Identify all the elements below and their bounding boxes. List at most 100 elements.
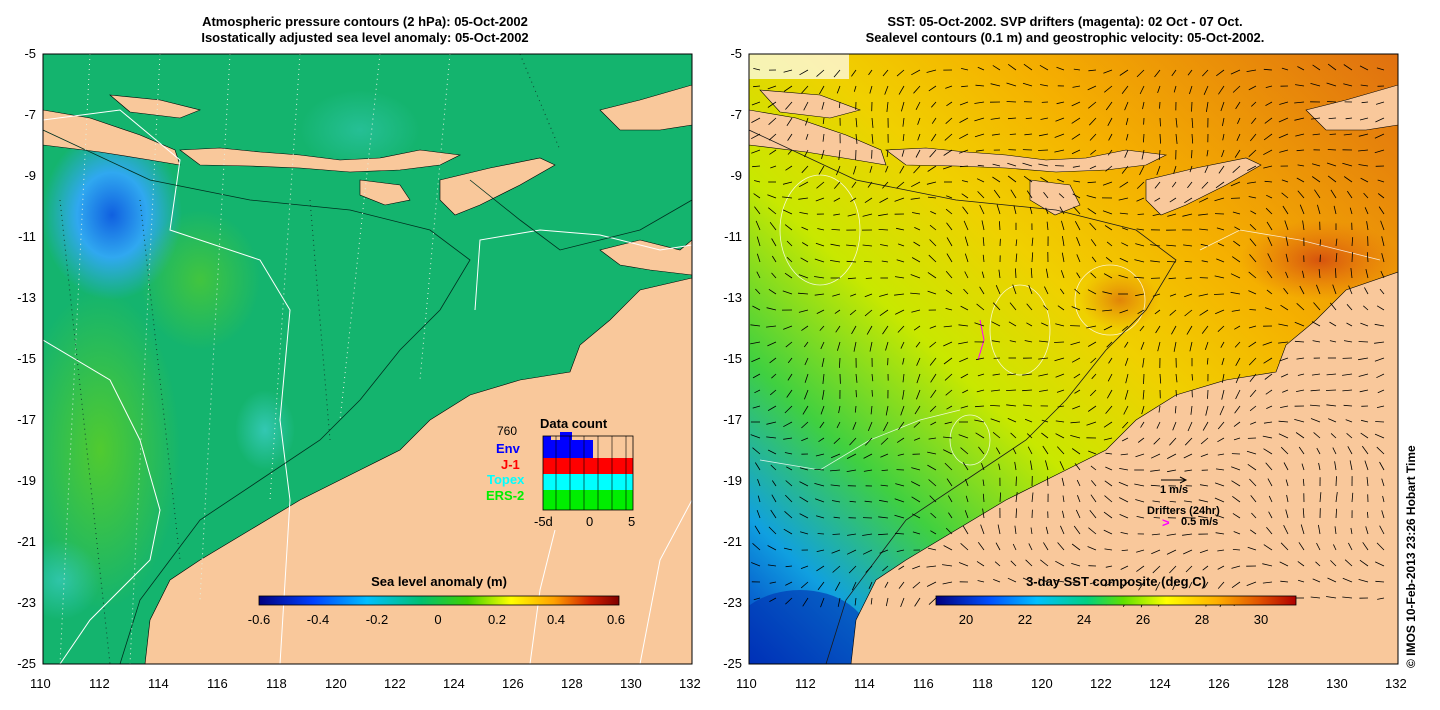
velocity-vector — [1159, 117, 1161, 127]
velocity-vector — [1054, 357, 1065, 362]
velocity-vector — [832, 293, 841, 297]
velocity-vector — [1015, 508, 1017, 519]
velocity-vector — [1152, 213, 1161, 216]
velocity-vector — [1055, 560, 1065, 567]
velocity-vector — [1138, 581, 1145, 591]
velocity-vector — [1365, 526, 1369, 535]
velocity-vector — [786, 466, 793, 471]
velocity-vector — [1278, 133, 1289, 139]
drifters-legend-label: Drifters (24hr) — [1147, 505, 1220, 517]
velocity-vector — [1216, 69, 1225, 77]
velocity-vector — [1278, 433, 1289, 439]
velocity-vector — [1038, 163, 1049, 167]
velocity-vector — [945, 527, 953, 535]
velocity-vector — [1249, 238, 1257, 247]
velocity-vector — [977, 164, 985, 167]
velocity-vector — [981, 462, 985, 471]
velocity-vector — [753, 193, 761, 199]
velocity-vector — [943, 449, 953, 455]
velocity-vector — [814, 483, 825, 487]
velocity-vector — [1166, 533, 1177, 536]
velocity-vector — [1120, 565, 1129, 570]
velocity-vector — [1024, 418, 1033, 423]
y-tick-right-10: -25 — [723, 656, 742, 671]
velocity-vector — [1119, 514, 1129, 519]
velocity-vector — [831, 549, 841, 554]
velocity-vector — [1135, 293, 1145, 297]
velocity-vector — [1359, 65, 1369, 71]
velocity-vector — [977, 191, 985, 199]
velocity-vector — [1366, 221, 1369, 231]
velocity-vector — [928, 85, 937, 92]
velocity-vector — [851, 69, 857, 77]
x-tick-right-10: 130 — [1326, 676, 1348, 691]
velocity-vector — [993, 579, 1001, 583]
x-tick-left-6: 122 — [384, 676, 406, 691]
x-tick-right-5: 120 — [1031, 676, 1053, 691]
velocity-vector — [1280, 405, 1289, 408]
velocity-vector — [929, 325, 937, 329]
velocity-vector — [770, 165, 777, 169]
velocity-vector — [770, 464, 777, 471]
velocity-vector — [864, 293, 873, 298]
velocity-vector — [1074, 221, 1081, 231]
velocity-vector — [833, 69, 841, 78]
velocity-vector — [1123, 405, 1129, 415]
left-title-line2: Isostatically adjusted sea level anomaly… — [201, 30, 529, 45]
velocity-vector — [1057, 446, 1065, 455]
velocity-vector — [1249, 309, 1257, 311]
velocity-vector — [982, 254, 985, 263]
velocity-vector — [783, 421, 793, 428]
velocity-vector — [1246, 69, 1257, 72]
velocity-vector — [1136, 228, 1145, 231]
velocity-vector — [1008, 321, 1017, 327]
velocity-vector — [960, 405, 969, 409]
velocity-vector — [1119, 181, 1129, 188]
x-tick-left-0: 110 — [30, 676, 51, 691]
velocity-vector — [1365, 269, 1369, 279]
velocity-vector — [1103, 437, 1113, 441]
velocity-vector — [1185, 565, 1193, 573]
velocity-vector — [996, 204, 1001, 215]
velocity-vector — [870, 405, 873, 415]
velocity-vector — [1330, 189, 1337, 199]
velocity-vector — [1311, 163, 1321, 167]
velocity-vector — [929, 405, 937, 412]
velocity-vector — [838, 101, 841, 109]
velocity-vector — [799, 212, 809, 215]
velocity-vector — [1360, 432, 1369, 439]
velocity-vector — [959, 357, 969, 363]
velocity-vector — [1313, 432, 1321, 439]
velocity-vector — [1249, 529, 1257, 535]
velocity-vector — [1201, 325, 1209, 334]
velocity-vector — [751, 562, 761, 567]
velocity-vector — [1022, 389, 1033, 392]
y-tick-left-5: -15 — [17, 351, 36, 366]
velocity-vector — [1055, 323, 1065, 327]
velocity-vector — [1168, 277, 1177, 280]
velocity-vector — [752, 543, 761, 551]
velocity-vector — [1217, 421, 1225, 430]
velocity-vector — [1090, 239, 1097, 247]
velocity-vector — [1312, 340, 1321, 343]
velocity-vector — [834, 309, 841, 314]
velocity-vector — [1057, 405, 1065, 408]
dc-xtick-1: 0 — [586, 514, 594, 529]
velocity-vector — [1345, 117, 1353, 120]
velocity-vector — [945, 389, 953, 396]
velocity-vector — [894, 293, 905, 296]
velocity-vector — [1267, 236, 1273, 247]
velocity-vector — [1215, 309, 1225, 315]
velocity-vector — [785, 565, 793, 568]
velocity-vector — [1154, 181, 1161, 189]
velocity-vector — [833, 437, 841, 444]
velocity-vector — [1216, 227, 1225, 231]
velocity-vector — [878, 516, 889, 519]
velocity-vector — [1121, 242, 1129, 247]
velocity-vector — [1377, 179, 1385, 183]
velocity-vector — [833, 181, 841, 189]
velocity-vector — [799, 69, 809, 76]
velocity-vector — [1332, 284, 1337, 295]
velocity-vector — [868, 581, 873, 589]
